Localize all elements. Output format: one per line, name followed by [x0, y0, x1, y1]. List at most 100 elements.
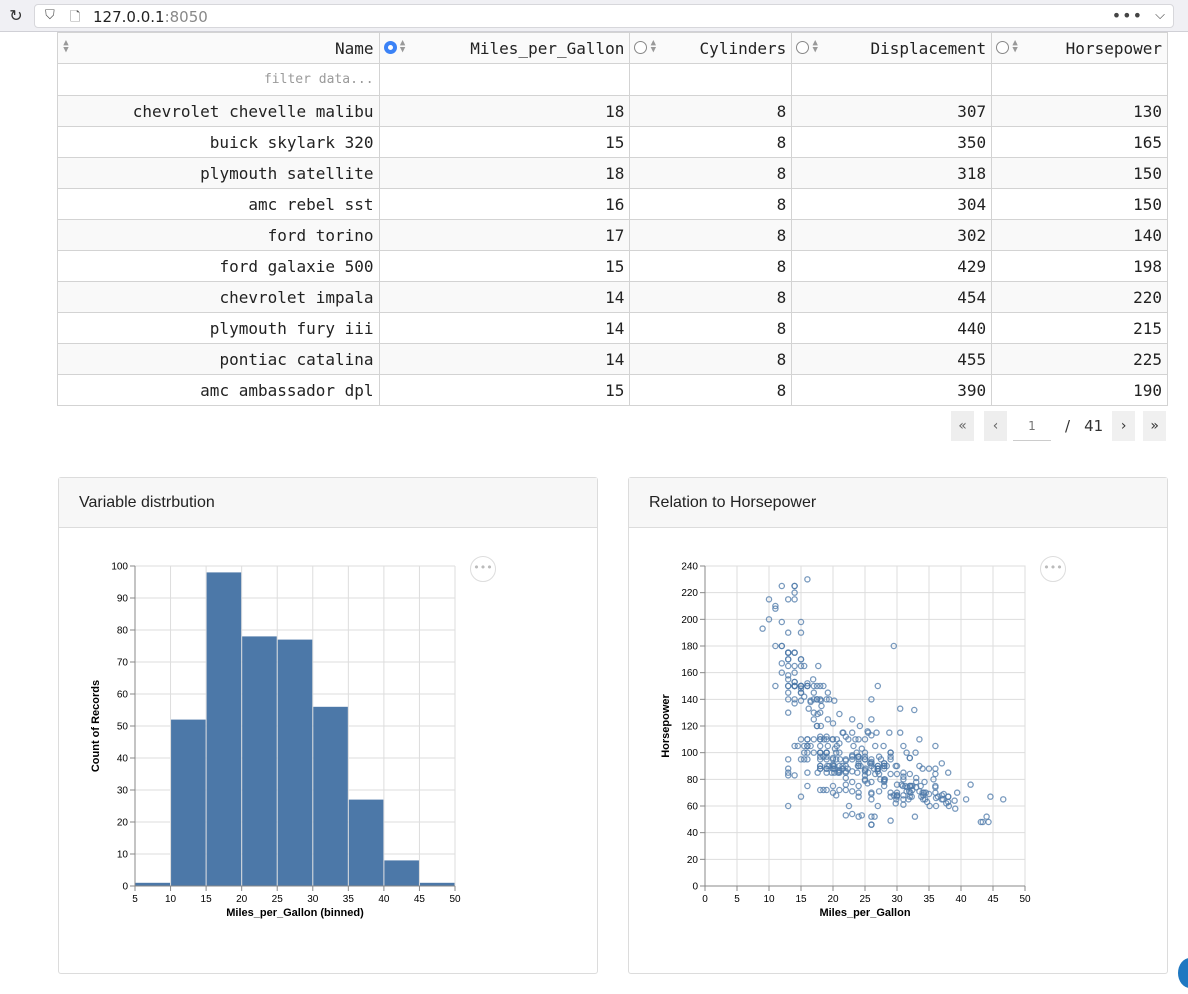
- page-number-input[interactable]: [1013, 411, 1051, 441]
- shield-icon[interactable]: ⛉: [45, 8, 55, 23]
- table-cell[interactable]: 15: [378, 250, 631, 282]
- table-cell[interactable]: 215: [991, 312, 1168, 344]
- column-select-radio[interactable]: [996, 40, 1010, 54]
- table-cell[interactable]: 15: [378, 374, 631, 406]
- column-select-radio[interactable]: [796, 40, 810, 54]
- sort-icon[interactable]: ▲ ▼: [63, 38, 69, 55]
- table-cell[interactable]: 140: [991, 219, 1168, 251]
- scatter-chart: 0 20 40 60 80 100 120 140 160 180 200 220 240 0 5 10 15 2…: [660, 562, 1031, 920]
- sort-icon[interactable]: ▲ ▼: [1012, 38, 1018, 55]
- table-cell[interactable]: amc rebel sst: [57, 188, 380, 220]
- reload-icon[interactable]: ↻: [9, 6, 23, 25]
- url-text[interactable]: 127.0.0.1:8050: [93, 8, 208, 26]
- table-cell[interactable]: 16: [378, 188, 631, 220]
- table-cell[interactable]: 304: [791, 188, 993, 220]
- table-row[interactable]: chevrolet chevelle malibu 18 8 307 130: [57, 95, 1168, 127]
- table-row[interactable]: ford torino 17 8 302 140: [57, 219, 1168, 251]
- table-cell[interactable]: 17: [378, 219, 631, 251]
- table-cell[interactable]: 14: [378, 281, 631, 313]
- table-cell[interactable]: buick skylark 320: [57, 126, 380, 158]
- table-row[interactable]: amc ambassador dpl 15 8 390 190: [57, 374, 1168, 406]
- table-cell[interactable]: plymouth satellite: [57, 157, 380, 189]
- table-cell[interactable]: 150: [991, 157, 1168, 189]
- table-row[interactable]: amc rebel sst 16 8 304 150: [57, 188, 1168, 220]
- table-cell[interactable]: 198: [991, 250, 1168, 282]
- scatter-point: [836, 710, 843, 718]
- page-actions-icon[interactable]: •••: [1111, 6, 1143, 25]
- table-cell[interactable]: 8: [629, 343, 793, 375]
- table-cell[interactable]: amc ambassador dpl: [57, 374, 380, 406]
- url-bar[interactable]: ⛉ 🗋 127.0.0.1:8050 ••• ⌵: [34, 4, 1174, 28]
- previous-page-button[interactable]: ‹: [984, 411, 1007, 441]
- table-cell[interactable]: pontiac catalina: [57, 343, 380, 375]
- table-cell[interactable]: 8: [629, 188, 793, 220]
- table-cell[interactable]: 318: [791, 157, 993, 189]
- table-cell[interactable]: 130: [991, 95, 1168, 127]
- table-cell[interactable]: 225: [991, 343, 1168, 375]
- table-row[interactable]: ford galaxie 500 15 8 429 198: [57, 250, 1168, 282]
- table-cell[interactable]: 8: [629, 374, 793, 406]
- table-cell[interactable]: 8: [629, 312, 793, 344]
- scatter-point: [823, 696, 830, 703]
- table-cell[interactable]: 302: [791, 219, 993, 251]
- table-cell[interactable]: 8: [629, 126, 793, 158]
- column-select-radio[interactable]: [383, 40, 397, 54]
- sort-icon[interactable]: ▲ ▼: [650, 38, 657, 55]
- table-cell[interactable]: 150: [991, 188, 1168, 220]
- filter-cell[interactable]: [378, 63, 631, 96]
- table-cell[interactable]: 8: [629, 250, 793, 282]
- table-cell[interactable]: 455: [791, 343, 993, 375]
- filter-cell[interactable]: [791, 63, 993, 96]
- table-row[interactable]: plymouth satellite 18 8 318 150: [57, 157, 1168, 189]
- pocket-icon[interactable]: ⌵: [1155, 8, 1165, 23]
- table-cell[interactable]: 429: [791, 250, 993, 282]
- table-cell[interactable]: 190: [991, 374, 1168, 406]
- chart-actions-button[interactable]: •••: [1040, 556, 1066, 582]
- table-cell[interactable]: 440: [791, 312, 993, 344]
- table-row[interactable]: pontiac catalina 14 8 455 225: [57, 343, 1168, 375]
- filter-cell[interactable]: [629, 63, 793, 96]
- x-tick-label: 25: [272, 894, 284, 905]
- table-cell[interactable]: 8: [629, 95, 793, 127]
- table-cell[interactable]: chevrolet impala: [57, 281, 380, 313]
- table-cell[interactable]: chevrolet chevelle malibu: [57, 95, 380, 127]
- table-cell[interactable]: plymouth fury iii: [57, 312, 380, 344]
- ellipsis-icon: •••: [1043, 561, 1063, 574]
- y-tick-label: 10: [117, 850, 129, 861]
- table-cell[interactable]: 18: [378, 157, 631, 189]
- debug-menu-button[interactable]: [1178, 958, 1188, 988]
- filter-cell[interactable]: filter data...: [57, 63, 380, 96]
- chart-actions-button[interactable]: •••: [470, 556, 496, 582]
- table-cell[interactable]: 307: [791, 95, 993, 127]
- table-cell[interactable]: 8: [629, 281, 793, 313]
- table-cell[interactable]: 350: [791, 126, 993, 158]
- table-cell[interactable]: ford galaxie 500: [57, 250, 380, 282]
- filter-input[interactable]: filter data...: [263, 72, 374, 87]
- filter-cell[interactable]: [991, 63, 1168, 96]
- first-page-button[interactable]: «: [951, 411, 974, 441]
- scatter-point: [951, 805, 959, 812]
- table-row[interactable]: plymouth fury iii 14 8 440 215: [57, 312, 1168, 344]
- table-cell[interactable]: 14: [378, 343, 631, 375]
- scatter-point: [893, 793, 901, 800]
- scatter-point: [854, 762, 862, 770]
- table-row[interactable]: buick skylark 320 15 8 350 165: [57, 126, 1168, 158]
- scatter-point: [887, 756, 894, 763]
- table-row[interactable]: chevrolet impala 14 8 454 220: [57, 281, 1168, 313]
- table-cell[interactable]: 390: [791, 374, 993, 406]
- table-cell[interactable]: 15: [378, 126, 631, 158]
- scatter-point: [784, 676, 792, 683]
- sort-icon[interactable]: ▲ ▼: [812, 38, 818, 55]
- table-cell[interactable]: 220: [991, 281, 1168, 313]
- table-cell[interactable]: ford torino: [57, 219, 380, 251]
- column-select-radio[interactable]: [634, 40, 648, 54]
- table-cell[interactable]: 18: [378, 95, 631, 127]
- sort-icon[interactable]: ▲ ▼: [399, 38, 406, 55]
- next-page-button[interactable]: ›: [1112, 411, 1136, 441]
- table-cell[interactable]: 454: [791, 281, 993, 313]
- table-cell[interactable]: 8: [629, 157, 793, 189]
- table-cell[interactable]: 165: [991, 126, 1168, 158]
- table-cell[interactable]: 14: [378, 312, 631, 344]
- last-page-button[interactable]: »: [1143, 411, 1167, 441]
- table-cell[interactable]: 8: [629, 219, 793, 251]
